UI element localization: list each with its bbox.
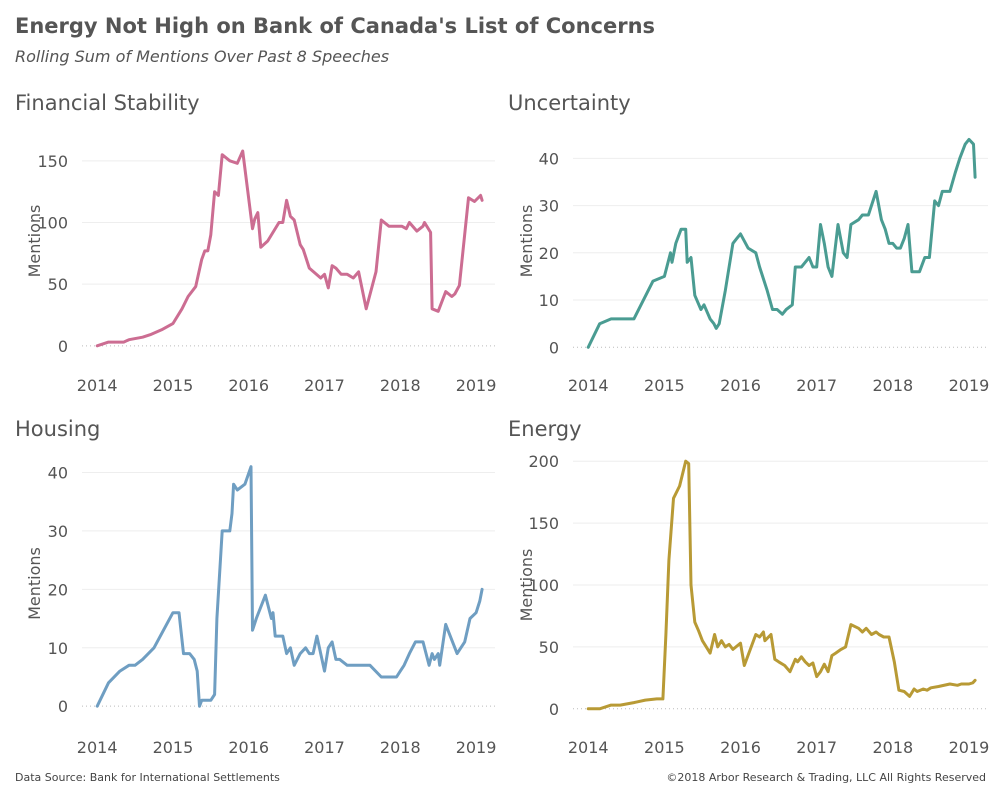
x-tick-label: 2014 <box>568 738 609 757</box>
panel-title: Financial Stability <box>15 91 200 115</box>
panel-housing: Housing Mentions 0 10 20 30 40 2014 2015 2016 2017… <box>15 417 496 757</box>
y-tick-label: 10 <box>539 291 559 310</box>
y-tick-label: 30 <box>48 522 68 541</box>
x-tick-label: 2015 <box>153 376 194 395</box>
x-tick-label: 2014 <box>77 376 118 395</box>
y-axis-label: Mentions <box>25 547 44 620</box>
x-tick-label: 2016 <box>720 376 761 395</box>
y-axis-label: Mentions <box>25 205 44 278</box>
y-tick-label: 200 <box>528 452 559 471</box>
y-axis-label: Mentions <box>517 549 536 622</box>
data-source-note: Data Source: Bank for International Sett… <box>15 771 280 784</box>
y-tick-label: 150 <box>528 514 559 533</box>
x-tick-label: 2016 <box>720 738 761 757</box>
x-tick-label: 2017 <box>796 738 837 757</box>
x-tick-label: 2017 <box>796 376 837 395</box>
y-tick-label: 40 <box>48 464 68 483</box>
x-tick-label: 2019 <box>456 738 497 757</box>
y-tick-label: 10 <box>48 639 68 658</box>
x-tick-label: 2015 <box>153 738 194 757</box>
y-tick-label: 30 <box>539 197 559 216</box>
panel-title: Uncertainty <box>508 91 631 115</box>
copyright-note: ©2018 Arbor Research & Trading, LLC All … <box>666 771 986 784</box>
chart-subtitle: Rolling Sum of Mentions Over Past 8 Spee… <box>15 47 390 66</box>
x-tick-label: 2017 <box>304 376 345 395</box>
y-tick-label: 100 <box>528 576 559 595</box>
series-line-energy <box>586 459 977 711</box>
y-tick-label: 40 <box>539 149 559 168</box>
y-tick-label: 150 <box>37 152 68 171</box>
y-tick-label: 20 <box>539 244 559 263</box>
y-tick-label: 100 <box>37 214 68 233</box>
chart-title: Energy Not High on Bank of Canada's List… <box>15 14 656 38</box>
panel-title: Energy <box>508 417 582 441</box>
series-line-uncertainty <box>586 137 977 349</box>
y-tick-label: 50 <box>539 638 559 657</box>
series-line-financial-stability <box>95 149 484 348</box>
panel-uncertainty: Uncertainty Mentions 0 10 20 30 40 2014 2015 2016… <box>508 91 989 395</box>
panel-energy: Energy Mentions 0 50 100 150 200 2014 2015 2016 20… <box>508 417 989 757</box>
x-tick-label: 2015 <box>644 376 685 395</box>
x-tick-label: 2019 <box>949 376 990 395</box>
y-axis-label: Mentions <box>517 205 536 278</box>
y-tick-label: 20 <box>48 580 68 599</box>
x-tick-label: 2019 <box>456 376 497 395</box>
x-tick-label: 2017 <box>304 738 345 757</box>
x-tick-label: 2018 <box>380 376 421 395</box>
y-tick-label: 0 <box>58 337 68 356</box>
panel-title: Housing <box>15 417 100 441</box>
x-tick-label: 2015 <box>644 738 685 757</box>
x-tick-label: 2018 <box>872 376 913 395</box>
x-tick-label: 2018 <box>872 738 913 757</box>
y-tick-label: 0 <box>549 700 559 719</box>
x-tick-label: 2018 <box>380 738 421 757</box>
y-tick-label: 0 <box>549 338 559 357</box>
panel-financial-stability: Financial Stability Mentions 0 50 100 150 2014… <box>15 91 496 395</box>
y-tick-label: 0 <box>58 697 68 716</box>
y-tick-label: 50 <box>48 275 68 294</box>
x-tick-label: 2019 <box>949 738 990 757</box>
x-tick-label: 2016 <box>228 376 269 395</box>
x-tick-label: 2014 <box>77 738 118 757</box>
x-tick-label: 2016 <box>228 738 269 757</box>
x-tick-label: 2014 <box>568 376 609 395</box>
series-line-housing <box>95 465 484 708</box>
